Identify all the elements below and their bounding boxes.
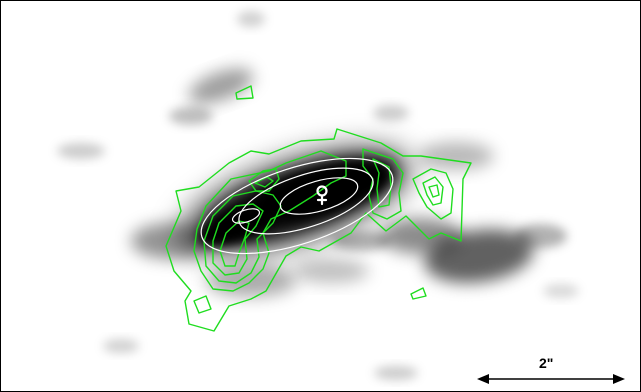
contour-outer [165, 128, 472, 332]
aperture-ellipse-inner [279, 177, 359, 215]
scale-bar [477, 374, 625, 384]
scale-bar-label: 2" [539, 355, 554, 371]
bright-core [181, 146, 411, 256]
scale-bar-arrow-right-icon [613, 374, 625, 384]
aperture-ellipse-outer [200, 157, 394, 255]
venus-symbol-icon [316, 185, 328, 206]
scale-bar-arrow-left-icon [477, 374, 489, 384]
aperture-ellipses [200, 157, 394, 255]
diffuse-emission [57, 11, 579, 380]
